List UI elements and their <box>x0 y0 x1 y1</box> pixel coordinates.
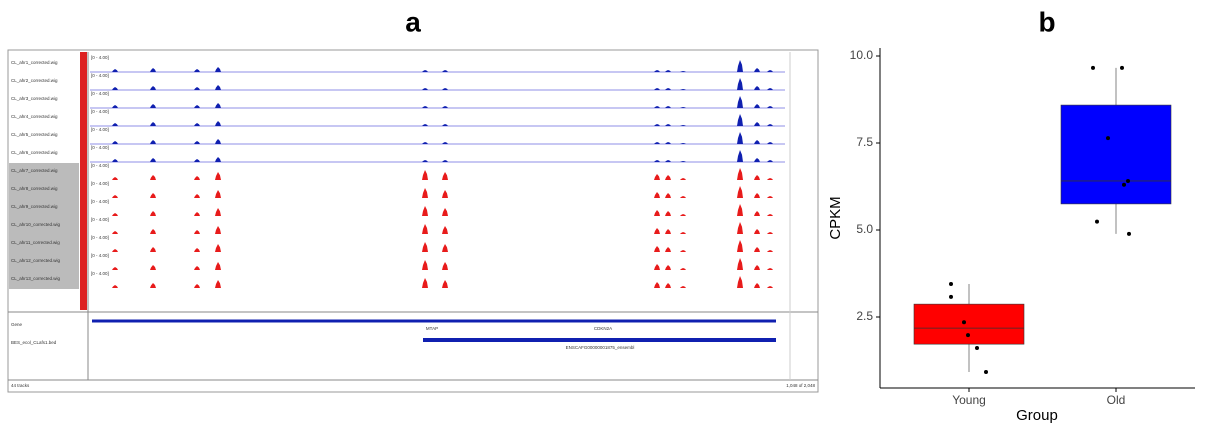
track-name: CL_ahr7_corrected.wig <box>11 168 58 173</box>
boxplot-panel: Group CPKM 2.5 5.0 7.5 10.0 Young Old <box>827 48 1195 424</box>
y-tick-label: 5.0 <box>856 222 873 236</box>
data-point <box>1122 183 1126 187</box>
track-name: CL_ahr8_corrected.wig <box>11 186 58 191</box>
track-name: BES_ecol_CLafs1.bed <box>11 340 57 345</box>
data-point <box>966 333 970 337</box>
data-point <box>1126 179 1130 183</box>
panel-label: b <box>1038 6 1055 37</box>
x-tick-label: Old <box>1107 393 1126 407</box>
track-name: CL_ahr5_corrected.wig <box>11 132 58 137</box>
footer: 1,048 of 2,048 <box>786 383 815 388</box>
bed-feature <box>423 338 776 342</box>
box <box>1061 105 1171 204</box>
track-name: CL_ahr6_corrected.wig <box>11 150 58 155</box>
figure: a b CL_ahr1_corrected.wig[0 - 4.00]CL_ah… <box>0 0 1206 427</box>
track-range: [0 - 4.00] <box>91 91 109 96</box>
track-range: [0 - 4.00] <box>91 253 109 258</box>
track-name: CL_ahr2_corrected.wig <box>11 78 58 83</box>
data-point <box>975 346 979 350</box>
y-tick-label: 2.5 <box>856 309 873 323</box>
igv-panel: CL_ahr1_corrected.wig [0 - 4.00] CL_ahr2_c… <box>8 50 818 392</box>
data-point <box>949 295 953 299</box>
track-name: Gene <box>11 322 23 327</box>
track-range: [0 - 4.00] <box>91 127 109 132</box>
track-range: [0 - 4.00] <box>91 145 109 150</box>
track-name: CL_ahr9_corrected.wig <box>11 204 58 209</box>
track-name: CL_ahr11_corrected.wig <box>11 240 60 245</box>
gene-label: CDKN2A <box>594 326 612 331</box>
x-axis-title: Group <box>1016 407 1058 424</box>
data-point <box>1106 136 1110 140</box>
track-name: CL_ahr3_corrected.wig <box>11 96 58 101</box>
track-range: [0 - 4.00] <box>91 271 109 276</box>
y-tick-label: 7.5 <box>856 135 873 149</box>
data-point <box>1120 66 1124 70</box>
y-axis-title: CPKM <box>827 196 844 239</box>
gene-label: MTAP <box>426 326 438 331</box>
track-name: CL_ahr10_corrected.wig <box>11 222 61 227</box>
track-range: [0 - 4.00] <box>91 217 109 222</box>
data-point <box>1091 66 1095 70</box>
data-point <box>949 282 953 286</box>
track-range: [0 - 4.00] <box>91 55 109 60</box>
track-range: [0 - 4.00] <box>91 181 109 186</box>
track-range: [0 - 4.00] <box>91 73 109 78</box>
track-name: CL_ahr1_corrected.wig <box>11 60 58 65</box>
data-point <box>984 370 988 374</box>
panel-label: a <box>405 6 421 37</box>
track-range: [0 - 4.00] <box>91 235 109 240</box>
track-name: CL_ahr12_corrected.wig <box>11 258 61 263</box>
y-tick-label: 10.0 <box>850 48 874 62</box>
x-tick-label: Young <box>952 393 986 407</box>
feature-label: ENSCAFG00000001875_ensembl <box>566 345 635 350</box>
footer: 44 tracks <box>11 383 30 388</box>
track-range: [0 - 4.00] <box>91 199 109 204</box>
red-strip <box>80 52 87 310</box>
track-range: [0 - 4.00] <box>91 109 109 114</box>
track-name: CL_ahr4_corrected.wig <box>11 114 58 119</box>
data-point <box>962 320 966 324</box>
box <box>914 304 1024 344</box>
track-name: CL_ahr13_corrected.wig <box>11 276 61 281</box>
track-range: [0 - 4.00] <box>91 163 109 168</box>
data-point <box>1095 220 1099 224</box>
data-point <box>1127 232 1131 236</box>
